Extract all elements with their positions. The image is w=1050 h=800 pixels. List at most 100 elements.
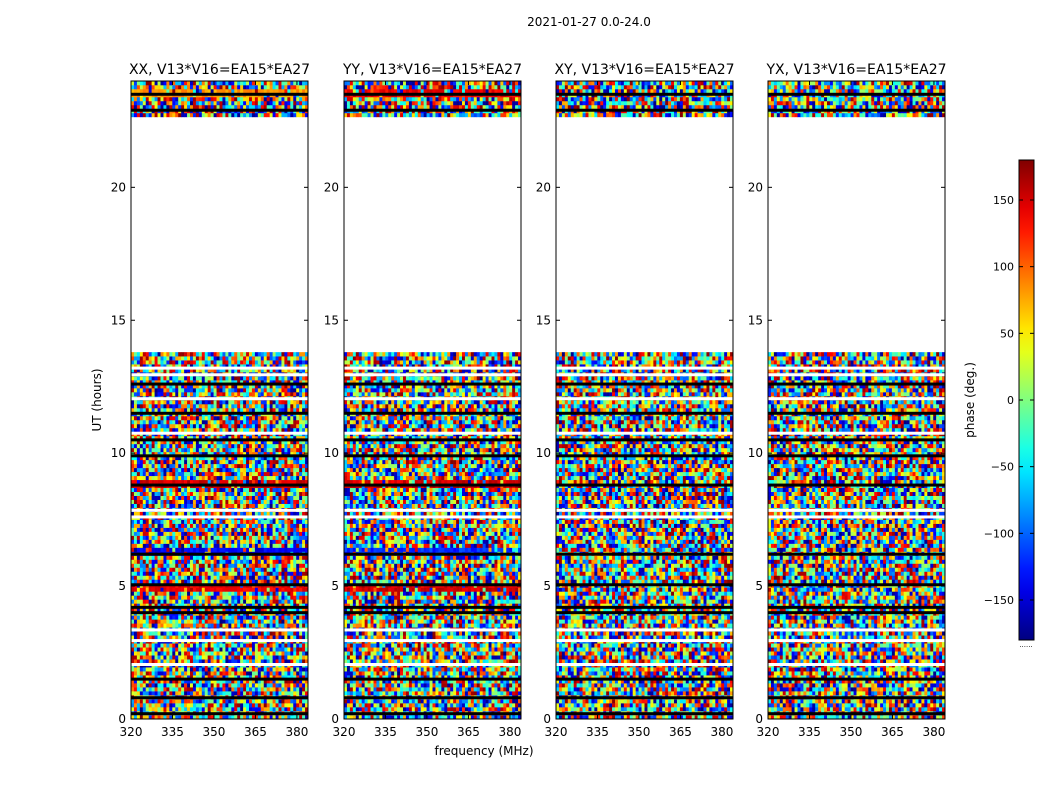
heatmap-cell: [195, 699, 200, 704]
heatmap-cell: [184, 503, 188, 508]
heatmap-cell: [290, 539, 294, 544]
heatmap-cell: [290, 491, 294, 496]
heatmap-cell: [139, 487, 144, 493]
heatmap-cell: [257, 419, 262, 425]
heatmap-cell: [287, 571, 291, 576]
heatmap-cell: [131, 595, 135, 600]
heatmap-cell: [240, 392, 244, 397]
heatmap-cell: [163, 539, 167, 544]
heatmap-cell: [204, 643, 208, 648]
heatmap-cell: [293, 647, 297, 652]
heatmap-cell: [281, 687, 285, 692]
heatmap-cell: [139, 539, 144, 544]
heatmap-cell: [263, 479, 267, 485]
heatmap-cell: [275, 643, 279, 648]
heatmap-cell: [160, 619, 164, 624]
heatmap-cell: [287, 403, 291, 409]
heatmap-cell: [166, 571, 170, 576]
heatmap-cell: [228, 647, 232, 652]
heatmap-cell: [269, 691, 273, 696]
heatmap-cell: [275, 495, 279, 500]
heatmap-cell: [240, 415, 244, 421]
heatmap-cell: [290, 571, 294, 576]
heatmap-cell: [237, 511, 241, 516]
heatmap-cell: [219, 543, 223, 548]
heatmap-cell: [243, 407, 247, 413]
heatmap-cell: [219, 388, 223, 393]
heatmap-cell: [157, 679, 161, 684]
heatmap-cell: [302, 407, 306, 413]
heatmap-cell: [237, 563, 241, 568]
heatmap-cell: [254, 475, 259, 481]
heatmap-cell: [260, 599, 265, 604]
heatmap-cell: [275, 407, 279, 413]
heatmap-cell: [157, 503, 161, 508]
heatmap-cell: [160, 563, 164, 568]
heatmap-cell: [178, 407, 182, 413]
heatmap-cell: [296, 495, 300, 500]
heatmap-cell: [154, 527, 158, 532]
heatmap-cell: [296, 459, 300, 465]
heatmap-cell: [166, 439, 170, 445]
heatmap-cell: [181, 559, 185, 564]
heatmap-cell: [272, 651, 276, 656]
heatmap-cell: [192, 699, 197, 704]
heatmap-cell: [278, 527, 282, 532]
heatmap-cell: [293, 423, 297, 429]
heatmap-cell: [243, 443, 247, 449]
heatmap-cell: [228, 535, 232, 540]
heatmap-cell: [166, 451, 170, 457]
heatmap-cell: [148, 547, 152, 552]
heatmap-cell: [296, 715, 300, 719]
heatmap-cell: [231, 392, 235, 397]
heatmap-cell: [169, 475, 173, 481]
heatmap-cell: [175, 463, 179, 469]
heatmap-cell: [281, 407, 285, 413]
heatmap-cell: [178, 699, 182, 704]
heatmap-cell: [299, 459, 303, 465]
heatmap-cell: [216, 423, 220, 429]
heatmap-cell: [237, 715, 241, 719]
heatmap-cell: [178, 559, 182, 564]
heatmap-cell: [204, 459, 208, 465]
heatmap-cell: [219, 547, 223, 552]
heatmap-cell: [154, 699, 158, 704]
heatmap-cell: [172, 603, 176, 608]
heatmap-cell: [157, 651, 161, 656]
heatmap-cell: [225, 687, 229, 692]
heatmap-cell: [184, 451, 188, 457]
heatmap-cell: [249, 403, 253, 409]
heatmap-cell: [302, 455, 306, 461]
heatmap-cell: [302, 667, 306, 672]
heatmap-cell: [266, 427, 270, 433]
heatmap-cell: [225, 579, 229, 584]
heatmap-cell: [192, 447, 197, 453]
heatmap-cell: [139, 495, 144, 500]
heatmap-cell: [266, 607, 270, 612]
heatmap-cell: [257, 671, 262, 676]
heatmap-cell: [254, 543, 259, 548]
heatmap-cell: [290, 455, 294, 461]
heatmap-cell: [198, 679, 203, 684]
heatmap-cell: [213, 439, 217, 445]
heatmap-cell: [234, 447, 238, 453]
heatmap-cell: [163, 388, 167, 393]
heatmap-cell: [243, 451, 247, 457]
heatmap-cell: [240, 435, 244, 441]
heatmap-cell: [131, 659, 135, 664]
heatmap-cell: [278, 571, 282, 576]
heatmap-cell: [213, 615, 217, 620]
heatmap-cell: [184, 491, 188, 496]
heatmap-cell: [281, 563, 285, 568]
heatmap-cell: [275, 595, 279, 600]
heatmap-cell: [210, 679, 214, 684]
heatmap-cell: [249, 647, 253, 652]
heatmap-cell: [131, 443, 135, 449]
heatmap-cell: [145, 415, 149, 421]
heatmap-cell: [207, 655, 211, 660]
heatmap-cell: [240, 591, 244, 596]
heatmap-cell: [305, 635, 308, 640]
heatmap-cell: [266, 667, 270, 672]
heatmap-cell: [243, 459, 247, 465]
heatmap-cell: [284, 647, 288, 652]
